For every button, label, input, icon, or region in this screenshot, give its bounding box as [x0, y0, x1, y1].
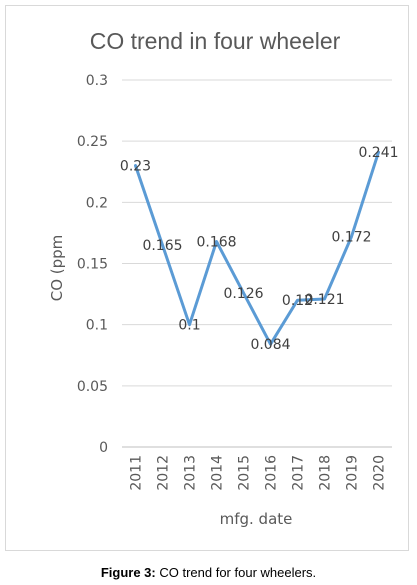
- y-tick-label: 0.25: [77, 134, 108, 150]
- data-label: 0.121: [304, 292, 344, 308]
- y-tick-label: 0: [99, 440, 108, 456]
- chart-frame: [5, 5, 409, 551]
- chart-title: CO trend in four wheeler: [90, 28, 341, 54]
- co-series-line: [134, 150, 380, 346]
- data-label: 0.172: [331, 230, 371, 246]
- figure-caption: Figure 3: CO trend for four wheelers.: [0, 565, 417, 580]
- y-tick-label: 0.3: [86, 73, 108, 89]
- x-tick-label: 2014: [210, 455, 226, 491]
- caption-text: CO trend for four wheelers.: [155, 565, 317, 580]
- x-tick-label: 2020: [372, 455, 388, 491]
- x-tick-label: 2018: [318, 455, 334, 491]
- series-line: [134, 150, 380, 346]
- data-label: 0.084: [250, 337, 290, 353]
- y-tick-label: 0.1: [86, 318, 108, 334]
- x-axis-title: mfg. date: [220, 510, 293, 528]
- data-label: 0.168: [196, 234, 236, 250]
- x-tick-label: 2012: [156, 455, 172, 491]
- caption-label: Figure 3:: [100, 565, 156, 580]
- x-tick-label: 2017: [291, 455, 307, 491]
- data-label: 0.126: [223, 286, 263, 302]
- co-trend-chart: CO trend in four wheeler 0 0.05 0.1 0.15 0.2…: [48, 28, 399, 528]
- data-label: 0.241: [358, 145, 398, 161]
- data-labels: 0.23 0.165 0.1 0.168 0.126 0.084 0.120.121 0.17…: [120, 145, 399, 353]
- x-tick-label: 2013: [183, 455, 199, 491]
- y-tick-label: 0.05: [77, 379, 108, 395]
- x-tick-label: 2015: [237, 455, 253, 491]
- y-tick-label: 0.2: [86, 195, 108, 211]
- data-label: 0.1: [178, 318, 200, 334]
- y-axis-title: CO (ppm: [48, 235, 66, 302]
- y-tick-label: 0.15: [77, 257, 108, 273]
- y-axis-ticks: 0 0.05 0.1 0.15 0.2 0.25 0.3: [77, 73, 108, 456]
- data-label: 0.12: [282, 293, 313, 309]
- gridlines: [122, 79, 392, 448]
- x-tick-label: 2019: [345, 455, 361, 491]
- data-label: 0.165: [142, 238, 182, 254]
- x-tick-label: 2011: [129, 455, 145, 491]
- x-tick-label: 2016: [264, 455, 280, 491]
- x-axis-ticks: 2011 2012 2013 2014 2015 2016 2017 2018 2019 2020: [129, 455, 388, 491]
- data-label: 0.23: [120, 159, 151, 175]
